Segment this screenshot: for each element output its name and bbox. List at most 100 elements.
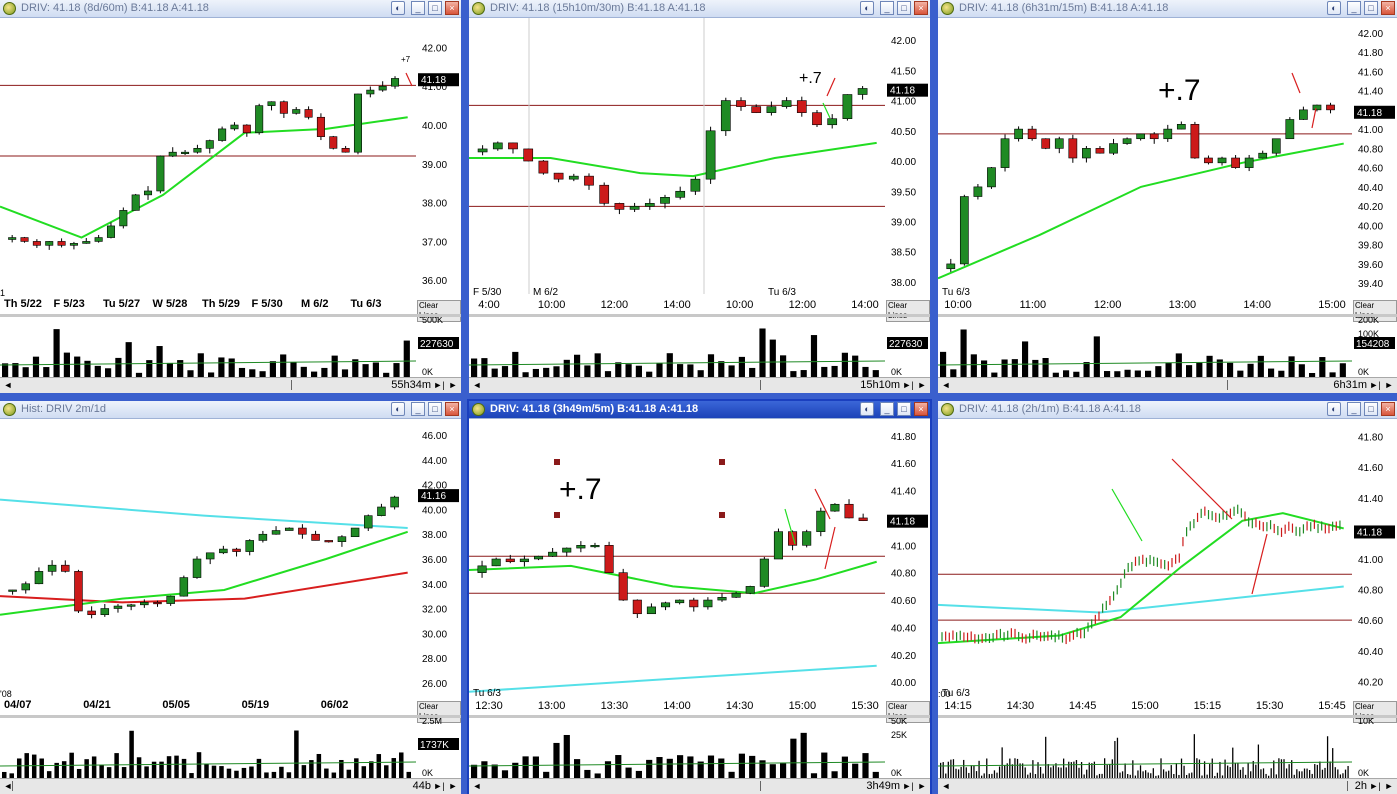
chart-window-6h31m-15m[interactable]: DRIV: 41.18 (6h31m/15m) B:41.18 A:41.18 ◐… [938,0,1397,393]
maximize-button[interactable]: □ [428,402,442,416]
time-scrollbar[interactable]: ◄ ► ►| 2h [938,778,1397,794]
maximize-button[interactable]: □ [897,1,911,15]
volume-chart[interactable]: 2.5M 0K 1737K [0,718,461,778]
arrow-annotation[interactable] [1171,458,1233,520]
scroll-right-icon[interactable]: ► [448,380,458,390]
chart-window-hist-2m-1d[interactable]: Hist: DRIV 2m/1d ◐ _ □ × 46.00 44.00 42.00 40.00… [0,401,461,794]
scroll-left-icon[interactable]: ◄ [941,781,951,791]
scrollbar-thumb[interactable] [760,380,761,390]
scroll-end-icon[interactable]: ►| [902,781,914,791]
scroll-end-icon[interactable]: ►| [433,781,445,791]
arrow-annotation[interactable] [1251,533,1268,595]
pin-button[interactable]: ◐ [860,1,874,15]
arrow-annotation[interactable] [824,526,836,570]
price-chart[interactable]: 42.0041.8041.6041.4041.2041.0040.8040.60… [938,18,1397,322]
chart-window-8d-60m[interactable]: DRIV: 41.18 (8d/60m) B:41.18 A:41.18 ◐ _ □ ×… [0,0,461,393]
arrow-annotation[interactable] [784,508,796,545]
pin-button[interactable]: ◐ [391,1,405,15]
arrow-annotation[interactable] [822,102,831,119]
annotation-text[interactable]: +7 [401,55,411,64]
scroll-left-icon[interactable]: ◄ [3,781,13,791]
annotation-text[interactable]: +.7 [559,473,602,506]
annotation-handle[interactable] [554,512,560,518]
minimize-button[interactable]: _ [411,1,425,15]
chart-window-2h-1m[interactable]: DRIV: 41.18 (2h/1m) B:41.18 A:41.18 ◐ _ □ × 4… [938,401,1397,794]
scroll-left-icon[interactable]: ◄ [472,380,482,390]
window-titlebar[interactable]: DRIV: 41.18 (2h/1m) B:41.18 A:41.18 ◐ _ □ × [938,401,1397,419]
window-titlebar[interactable]: DRIV: 41.18 (15h10m/30m) B:41.18 A:41.18… [469,0,930,18]
arrow-annotation[interactable] [1291,72,1301,94]
window-titlebar[interactable]: Hist: DRIV 2m/1d ◐ _ □ × [0,401,461,419]
scrollbar-thumb[interactable] [291,380,292,390]
arrow-annotation[interactable] [1311,107,1317,129]
maximize-button[interactable]: □ [897,402,911,416]
time-scrollbar[interactable]: ◄ ► ►| 3h49m [469,778,930,794]
arrow-annotation[interactable] [405,72,413,87]
scroll-left-icon[interactable]: ◄ [941,380,951,390]
close-button[interactable]: × [1381,1,1395,15]
pane-divider[interactable] [938,314,1397,317]
minimize-button[interactable]: _ [411,402,425,416]
scroll-end-icon[interactable]: ►| [1369,781,1381,791]
pane-divider[interactable] [469,314,930,317]
maximize-button[interactable]: □ [428,1,442,15]
chart-window-3h49m-5m[interactable]: DRIV: 41.18 (3h49m/5m) B:41.18 A:41.18 ◐ _… [467,399,932,794]
volume-chart[interactable]: 200K 100K 0K 154208 [938,317,1397,377]
window-titlebar[interactable]: DRIV: 41.18 (3h49m/5m) B:41.18 A:41.18 ◐ _… [469,401,930,419]
scrollbar-thumb[interactable] [12,781,13,791]
price-chart[interactable]: 41.8041.6041.4041.2041.0040.8040.6040.40… [469,419,930,723]
annotation-text[interactable]: +.7 [1158,74,1201,107]
time-scrollbar[interactable]: ◄ ► ►| 15h10m [469,377,930,393]
time-scrollbar[interactable]: ◄ ► ►| 6h31m [938,377,1397,393]
pin-button[interactable]: ◐ [1327,1,1341,15]
volume-chart[interactable]: 10K 0K [938,718,1397,778]
price-chart[interactable]: 41.8041.6041.4041.2041.0040.8040.6040.40… [938,419,1397,723]
close-button[interactable]: × [914,1,928,15]
scroll-end-icon[interactable]: ►| [1369,380,1381,390]
scroll-left-icon[interactable]: ◄ [3,380,13,390]
scroll-left-icon[interactable]: ◄ [472,781,482,791]
pin-button[interactable]: ◐ [860,402,874,416]
arrow-annotation[interactable] [826,77,836,97]
maximize-button[interactable]: □ [1364,402,1378,416]
volume-chart[interactable]: 0K 227630 [469,317,930,377]
volume-chart[interactable]: 500K 0K 227630 [0,317,461,377]
scroll-right-icon[interactable]: ► [1384,781,1394,791]
scrollbar-thumb[interactable] [760,781,761,791]
minimize-button[interactable]: _ [1347,1,1361,15]
arrow-annotation[interactable] [814,488,831,520]
chart-window-15h10m-30m[interactable]: DRIV: 41.18 (15h10m/30m) B:41.18 A:41.18… [469,0,930,393]
minimize-button[interactable]: _ [880,1,894,15]
scroll-right-icon[interactable]: ► [917,781,927,791]
pin-button[interactable]: ◐ [1327,402,1341,416]
scrollbar-thumb[interactable] [1347,781,1348,791]
annotation-handle[interactable] [719,512,725,518]
pane-divider[interactable] [0,314,461,317]
scroll-end-icon[interactable]: ►| [902,380,914,390]
time-scrollbar[interactable]: ◄ ► ►| 44b [0,778,461,794]
scroll-right-icon[interactable]: ► [1384,380,1394,390]
pane-divider[interactable] [938,715,1397,718]
volume-chart[interactable]: 50K 25K 0K [469,718,930,778]
annotation-handle[interactable] [554,459,560,465]
minimize-button[interactable]: _ [1347,402,1361,416]
scroll-right-icon[interactable]: ► [917,380,927,390]
window-titlebar[interactable]: DRIV: 41.18 (6h31m/15m) B:41.18 A:41.18 ◐… [938,0,1397,18]
pane-divider[interactable] [0,715,461,718]
window-titlebar[interactable]: DRIV: 41.18 (8d/60m) B:41.18 A:41.18 ◐ _ □ × [0,0,461,18]
price-chart[interactable]: 42.00 41.50 41.00 40.50 40.00 39.50 39.00 38.50… [469,18,930,322]
close-button[interactable]: × [445,1,459,15]
pane-divider[interactable] [469,715,930,718]
pin-button[interactable]: ◐ [391,402,405,416]
close-button[interactable]: × [914,402,928,416]
minimize-button[interactable]: _ [880,402,894,416]
scroll-right-icon[interactable]: ► [448,781,458,791]
close-button[interactable]: × [1381,402,1395,416]
time-scrollbar[interactable]: ◄ ► ►| 55h34m [0,377,461,393]
price-chart[interactable]: 42.00 41.00 40.00 39.00 38.00 37.00 36.00 41.18… [0,18,461,322]
price-chart[interactable]: 46.00 44.00 42.00 40.00 38.00 36.00 34.00 32.00… [0,419,461,723]
annotation-text[interactable]: +.7 [799,70,822,87]
maximize-button[interactable]: □ [1364,1,1378,15]
close-button[interactable]: × [445,402,459,416]
scrollbar-thumb[interactable] [1227,380,1228,390]
